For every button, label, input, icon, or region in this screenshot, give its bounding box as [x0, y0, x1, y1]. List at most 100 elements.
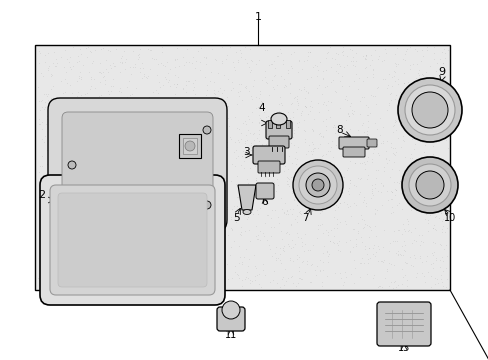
Point [274, 214, 282, 220]
Point [290, 127, 298, 132]
Bar [285, 120, 289, 128]
Point [118, 280, 125, 286]
Point [60, 203, 68, 209]
Point [226, 244, 234, 250]
Point [377, 189, 385, 195]
Point [294, 57, 302, 63]
Point [90, 48, 98, 53]
FancyBboxPatch shape [40, 175, 224, 305]
Point [329, 240, 337, 246]
Point [163, 184, 170, 190]
Point [72, 280, 80, 286]
Point [423, 45, 430, 50]
Point [400, 242, 408, 248]
Point [98, 126, 106, 132]
Point [160, 104, 168, 110]
Point [438, 223, 446, 229]
Point [359, 224, 367, 230]
Point [278, 62, 286, 67]
Point [38, 99, 45, 104]
Point [61, 116, 69, 121]
Point [213, 70, 221, 76]
Point [324, 230, 331, 235]
Point [102, 207, 110, 213]
FancyBboxPatch shape [50, 185, 215, 295]
Point [77, 93, 85, 98]
Point [122, 56, 129, 62]
Point [400, 228, 408, 234]
Point [279, 84, 287, 90]
Point [48, 265, 56, 270]
Point [413, 69, 421, 75]
Point [419, 87, 427, 93]
Point [247, 58, 255, 64]
Point [428, 261, 436, 266]
Point [107, 88, 115, 94]
Point [176, 170, 183, 176]
Point [298, 66, 305, 72]
Point [222, 195, 230, 201]
Point [280, 244, 287, 249]
Point [58, 171, 65, 176]
Point [423, 253, 430, 258]
Point [236, 54, 244, 59]
Point [307, 148, 315, 154]
Point [211, 273, 219, 279]
Point [190, 77, 198, 82]
Point [109, 113, 117, 119]
Point [76, 107, 83, 112]
Point [393, 103, 401, 108]
Point [44, 97, 52, 103]
Point [411, 75, 419, 81]
Point [35, 60, 43, 66]
Point [99, 69, 107, 75]
Point [57, 280, 64, 286]
Point [207, 216, 215, 222]
Point [441, 265, 448, 271]
Point [185, 59, 193, 65]
Point [205, 271, 213, 277]
Point [266, 137, 274, 143]
Point [147, 154, 155, 160]
Point [177, 226, 185, 231]
Point [356, 175, 364, 181]
Point [371, 175, 379, 181]
Point [288, 109, 296, 115]
Point [57, 134, 64, 139]
Point [73, 116, 81, 121]
Point [101, 150, 108, 156]
Point [76, 69, 84, 75]
Point [362, 176, 370, 182]
Point [248, 183, 256, 189]
Point [96, 284, 103, 290]
Point [175, 278, 183, 284]
Point [71, 172, 79, 178]
Point [335, 238, 343, 244]
Point [165, 83, 173, 89]
Point [175, 231, 183, 237]
Point [428, 116, 436, 122]
Point [253, 135, 261, 141]
Point [109, 177, 117, 183]
Point [391, 250, 399, 256]
Point [397, 282, 405, 287]
Point [358, 199, 366, 205]
Point [127, 247, 135, 253]
Point [252, 105, 260, 111]
Point [242, 121, 249, 126]
FancyBboxPatch shape [342, 147, 364, 157]
Point [206, 78, 214, 84]
Point [170, 229, 178, 235]
Point [232, 173, 240, 179]
Point [164, 170, 172, 176]
Point [209, 249, 217, 255]
Point [207, 202, 215, 208]
Point [285, 116, 293, 121]
Point [275, 109, 283, 114]
Point [143, 170, 151, 176]
Point [409, 237, 417, 243]
Point [326, 99, 334, 105]
Point [194, 97, 202, 103]
Point [221, 177, 229, 183]
Point [175, 169, 183, 175]
